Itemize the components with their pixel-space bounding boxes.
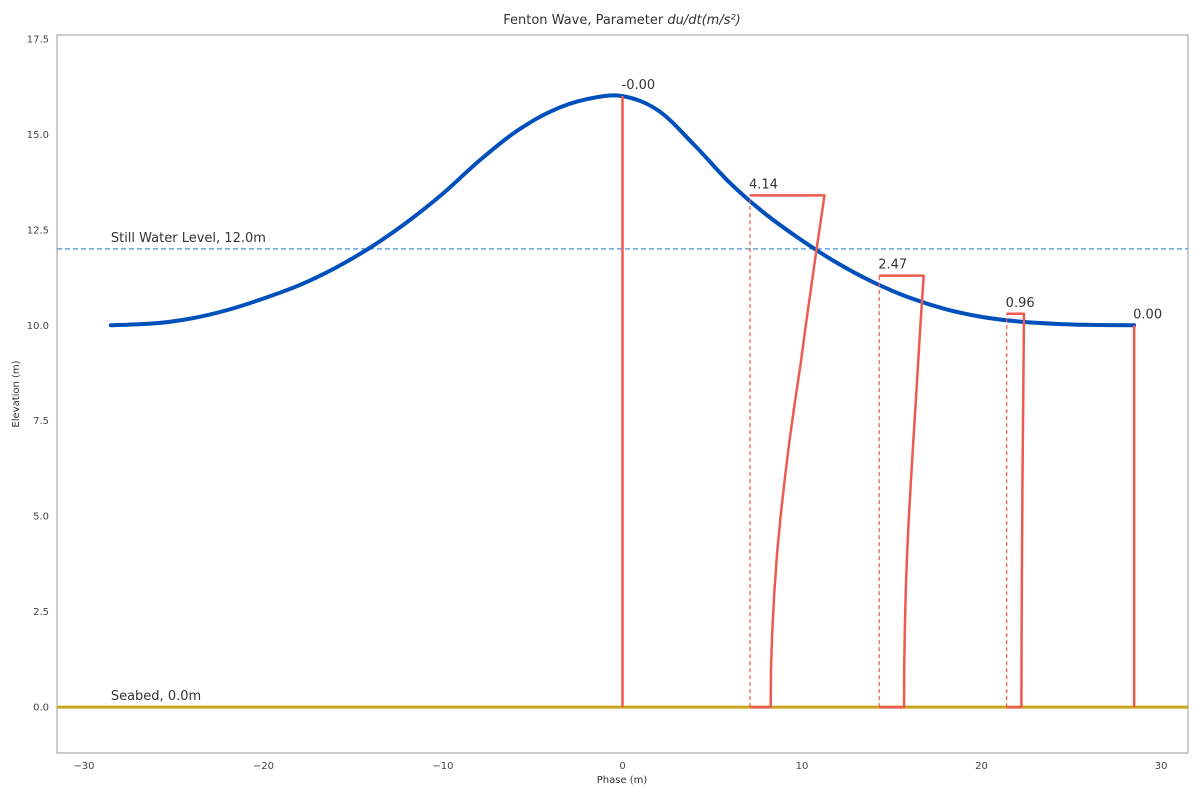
profile-value-label: 0.00 bbox=[1133, 307, 1162, 322]
y-axis-title: Elevation (m) bbox=[11, 360, 22, 427]
profile-curve bbox=[879, 274, 925, 709]
y-tick-label: 10.0 bbox=[27, 321, 49, 332]
x-tick-label: 20 bbox=[975, 761, 988, 772]
profile-value-label: 4.14 bbox=[749, 177, 778, 192]
x-tick-label: 30 bbox=[1155, 761, 1168, 772]
y-tick-label: 2.5 bbox=[33, 607, 49, 618]
y-tick-label: 5.0 bbox=[33, 512, 49, 523]
profile-value-label: 2.47 bbox=[878, 258, 907, 273]
x-tick-label: 0 bbox=[619, 761, 625, 772]
profile-curve bbox=[750, 194, 826, 709]
x-tick-label: 10 bbox=[796, 761, 809, 772]
x-tick-label: −30 bbox=[73, 761, 94, 772]
seabed-label: Seabed, 0.0m bbox=[111, 689, 201, 704]
profile-curve bbox=[1006, 312, 1026, 709]
chart-title: Fenton Wave, Parameter du/dt(m/s²) bbox=[503, 13, 741, 28]
x-axis-title: Phase (m) bbox=[597, 775, 648, 786]
y-axis: 0.0 2.5 5.0 7.5 10.0 12.5 15.0 17.5 bbox=[27, 34, 49, 713]
wave-surface-line bbox=[108, 93, 1137, 328]
y-tick-label: 15.0 bbox=[27, 130, 49, 141]
y-tick-label: 0.0 bbox=[33, 703, 49, 714]
profile-value-label: -0.00 bbox=[622, 78, 656, 93]
profile-value-label: 0.96 bbox=[1006, 296, 1035, 311]
x-tick-label: −20 bbox=[253, 761, 274, 772]
x-axis: −30 −20 −10 0 10 20 30 bbox=[73, 761, 1167, 772]
velocity-profiles: -0.00 4.14 2.47 0.96 0.00 bbox=[621, 78, 1162, 709]
y-tick-label: 17.5 bbox=[27, 34, 49, 45]
y-tick-label: 12.5 bbox=[27, 225, 49, 236]
x-tick-label: −10 bbox=[432, 761, 453, 772]
y-tick-label: 7.5 bbox=[33, 416, 49, 427]
still-water-level-label: Still Water Level, 12.0m bbox=[111, 231, 266, 246]
